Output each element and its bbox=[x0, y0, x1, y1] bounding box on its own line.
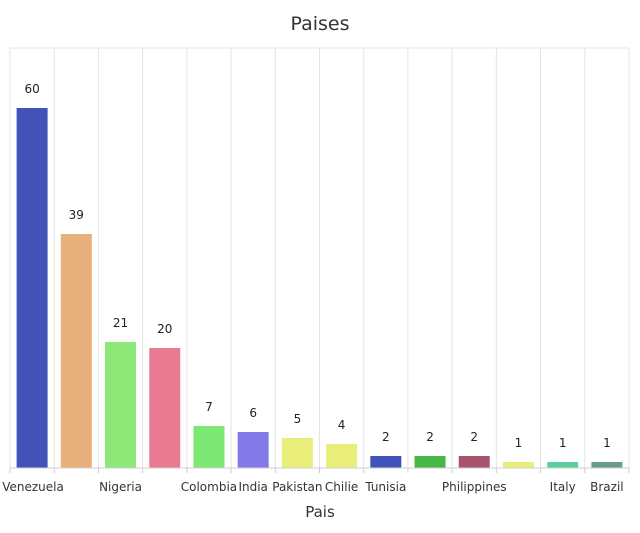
data-label: 60 bbox=[24, 82, 39, 96]
bar-nigeria[interactable] bbox=[105, 342, 137, 468]
grid-lines bbox=[9, 47, 630, 468]
data-label: 6 bbox=[249, 406, 257, 420]
x-tick-label: Brazil bbox=[590, 480, 624, 494]
bar-india[interactable] bbox=[237, 432, 269, 468]
x-tick-label: Colombia bbox=[181, 480, 237, 494]
data-label: 1 bbox=[603, 436, 611, 450]
bar-italy[interactable] bbox=[547, 462, 579, 468]
bar-ecuador[interactable] bbox=[149, 348, 181, 468]
bar-brazil[interactable] bbox=[591, 462, 623, 468]
bar-series bbox=[16, 108, 623, 468]
data-label: 4 bbox=[338, 418, 346, 432]
x-tick-label: India bbox=[238, 480, 267, 494]
bar-venezuela[interactable] bbox=[16, 108, 48, 468]
x-tick-label: Pakistan bbox=[272, 480, 322, 494]
chart-title: Paises bbox=[290, 13, 349, 35]
data-label: 2 bbox=[426, 430, 434, 444]
data-label: 7 bbox=[205, 400, 213, 414]
bar-pakistan[interactable] bbox=[281, 438, 313, 468]
x-tick-label: Philippines bbox=[442, 480, 507, 494]
bar-peru[interactable] bbox=[60, 234, 92, 468]
x-axis-ticks: Venezuela Nigeria Colombia India Pakistan Chi… bbox=[2, 468, 630, 494]
data-label: 21 bbox=[113, 316, 128, 330]
data-label: 2 bbox=[382, 430, 390, 444]
bar-chilie[interactable] bbox=[326, 444, 358, 468]
x-tick-label: Venezuela bbox=[2, 480, 64, 494]
x-axis-title: Pais bbox=[305, 503, 335, 521]
x-tick-label: Nigeria bbox=[99, 480, 142, 494]
x-tick-label: Tunisia bbox=[364, 480, 406, 494]
bar-mexico[interactable] bbox=[414, 456, 446, 468]
bar-philippines[interactable] bbox=[458, 456, 490, 468]
bar-tunisia[interactable] bbox=[370, 456, 402, 468]
data-label: 2 bbox=[470, 430, 478, 444]
data-label: 20 bbox=[157, 322, 172, 336]
x-tick-label: Italy bbox=[550, 480, 576, 494]
data-label: 39 bbox=[69, 208, 84, 222]
bar-colombia[interactable] bbox=[193, 426, 225, 468]
data-label: 5 bbox=[294, 412, 302, 426]
x-tick-label: Chilie bbox=[325, 480, 358, 494]
data-label: 1 bbox=[515, 436, 523, 450]
data-label: 1 bbox=[559, 436, 567, 450]
bar-argentina[interactable] bbox=[502, 462, 534, 468]
